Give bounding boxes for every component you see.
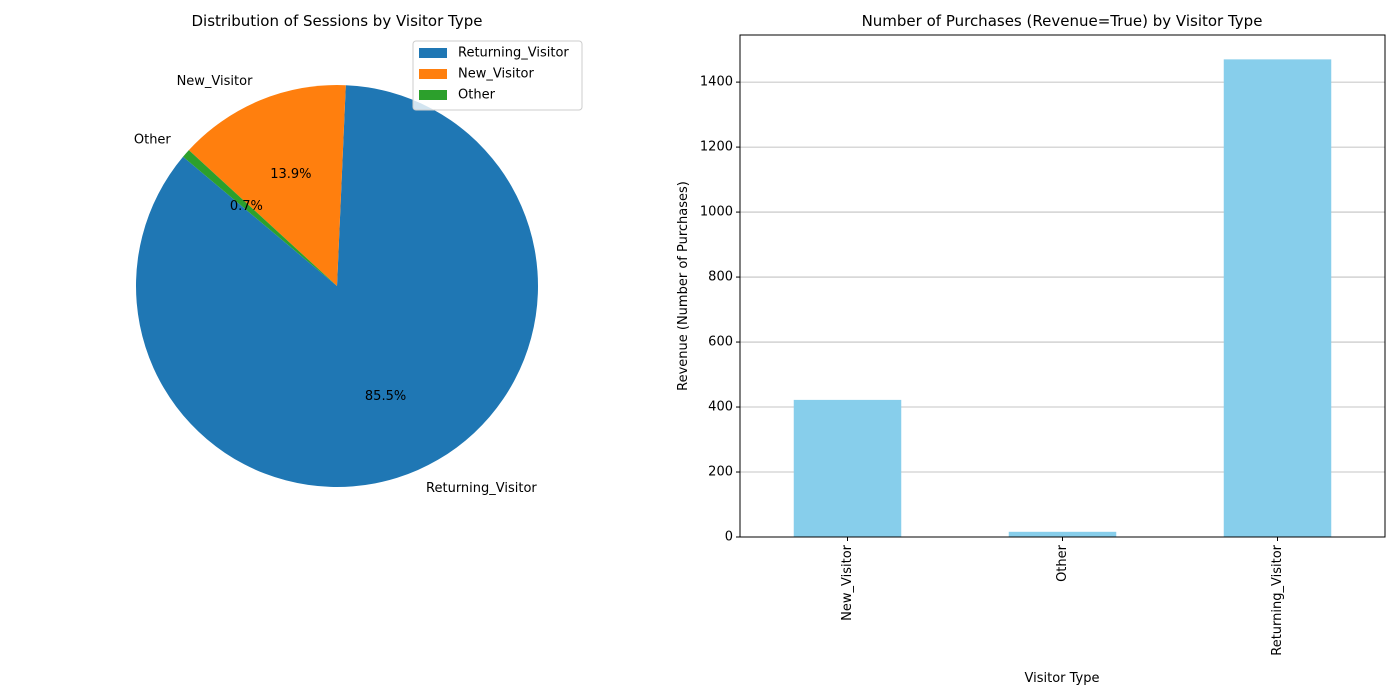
legend-label-new-visitor: New_Visitor (458, 67, 535, 82)
y-axis-ticks: 0 200 400 600 800 1000 1200 1400 (700, 75, 740, 545)
x-tick-label-other: Other (1055, 544, 1070, 582)
x-tick-label-returning-visitor: Returning_Visitor (1270, 544, 1285, 655)
y-tick-label-1400: 1400 (700, 75, 733, 90)
legend-label-other: Other (458, 88, 496, 103)
pie-label-new-visitor: New_Visitor (177, 74, 254, 89)
legend-swatch-returning-visitor (419, 48, 447, 58)
bar-returning-visitor (1223, 59, 1332, 538)
pie-slice-other (183, 150, 337, 286)
pie-pct-returning-visitor: 85.5% (365, 389, 406, 404)
bar-other (1008, 531, 1117, 537)
pie-label-returning-visitor: Returning_Visitor (426, 481, 537, 496)
bar-new-visitor (793, 399, 902, 537)
legend-label-returning-visitor: Returning_Visitor (458, 46, 569, 61)
y-tick-label-400: 400 (708, 400, 733, 415)
pie-legend: Returning_Visitor New_Visitor Other (412, 40, 583, 111)
y-tick-label-1000: 1000 (700, 205, 733, 220)
y-tick-label-200: 200 (708, 465, 733, 480)
bar-chart: Number of Purchases (Revenue=True) by Vi… (676, 12, 1386, 686)
pie-label-other: Other (134, 133, 172, 148)
y-axis-label: Revenue (Number of Purchases) (676, 181, 691, 391)
legend-frame (412, 40, 583, 111)
y-tick-label-1200: 1200 (700, 140, 733, 155)
pie-title: Distribution of Sessions by Visitor Type (191, 12, 482, 30)
x-axis-ticks: New_Visitor Other Returning_Visitor (840, 537, 1285, 656)
legend-swatch-other (419, 90, 447, 100)
y-tick-label-0: 0 (725, 530, 733, 545)
y-tick-label-800: 800 (708, 270, 733, 285)
pie-labels: Returning_Visitor 85.5% New_Visitor 13.9% Ot… (134, 74, 538, 496)
bar-bars (793, 59, 1332, 538)
pie-slices (136, 85, 538, 488)
pie-pct-new-visitor: 13.9% (270, 167, 311, 182)
y-tick-label-600: 600 (708, 335, 733, 350)
pie-slice-new-visitor (188, 85, 346, 287)
pie-pct-other: 0.7% (230, 199, 263, 214)
x-axis-label: Visitor Type (1025, 671, 1100, 686)
legend-swatch-new-visitor (419, 69, 447, 79)
pie-slice-returning-visitor (136, 85, 538, 488)
pie-chart: Distribution of Sessions by Visitor Type… (134, 12, 583, 496)
bar-title: Number of Purchases (Revenue=True) by Vi… (862, 12, 1263, 30)
x-tick-label-new-visitor: New_Visitor (840, 544, 855, 621)
